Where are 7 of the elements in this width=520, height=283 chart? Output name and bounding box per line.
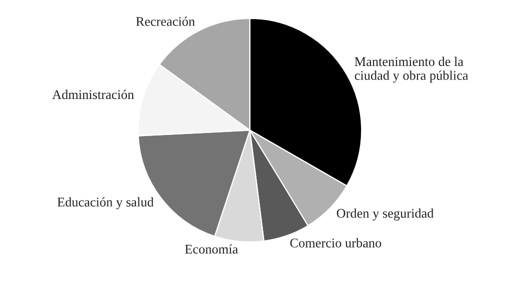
slice-label: Educación y salud bbox=[57, 197, 154, 210]
slice-label: Orden y seguridad bbox=[336, 208, 434, 220]
slice-label: Economía bbox=[185, 244, 238, 254]
slice-label: Mantenimiento de la ciudad y obra pública bbox=[354, 56, 468, 83]
slice-label: Administración bbox=[52, 90, 134, 100]
slice-label: Comercio urbano bbox=[290, 238, 382, 248]
slice-label: Recreación bbox=[136, 16, 195, 26]
